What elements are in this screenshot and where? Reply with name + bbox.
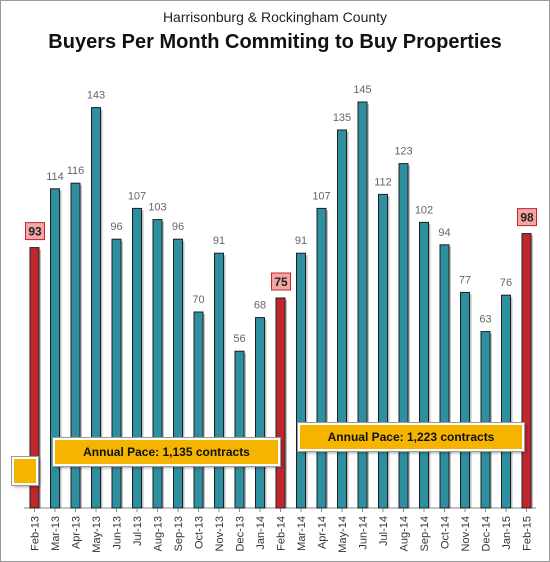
x-tick-label-Jun-14: Jun-14 xyxy=(358,516,370,550)
x-tick-label-Sep-13: Sep-13 xyxy=(173,516,185,551)
value-label-Nov-13: 91 xyxy=(213,235,225,247)
bar-Nov-13 xyxy=(214,252,224,509)
x-tick-label-Aug-13: Aug-13 xyxy=(153,516,165,551)
bar-Jan-15 xyxy=(501,294,511,509)
bar-Feb-15 xyxy=(521,233,532,509)
x-tick-label-Jun-13: Jun-13 xyxy=(112,516,124,550)
x-tick-label-Oct-13: Oct-13 xyxy=(194,516,206,549)
x-tick-label-Oct-14: Oct-14 xyxy=(440,516,452,549)
value-label-Dec-14: 63 xyxy=(479,314,491,326)
value-label-box xyxy=(271,272,291,291)
bar-Oct-13 xyxy=(193,311,204,509)
value-label-Jul-13: 107 xyxy=(128,190,146,202)
value-label-Oct-14: 94 xyxy=(438,227,450,239)
value-label-May-14: 135 xyxy=(333,112,351,124)
bar-Feb-14 xyxy=(275,297,286,509)
value-label-box xyxy=(25,222,45,241)
value-label-Feb-15: 98 xyxy=(520,211,534,225)
x-tick-label-Feb-15: Feb-15 xyxy=(522,516,534,551)
x-tick-label-Sep-14: Sep-14 xyxy=(419,516,431,551)
bar-Nov-14 xyxy=(460,291,470,509)
value-label-Aug-14: 123 xyxy=(394,146,412,158)
x-tick-label-Dec-13: Dec-13 xyxy=(235,516,247,551)
annual-pace-2013: Annual Pace: 1,135 contracts xyxy=(52,437,281,467)
bar-Aug-14 xyxy=(398,163,409,509)
value-label-Mar-14: 91 xyxy=(295,235,307,247)
x-tick-label-Jul-13: Jul-13 xyxy=(132,516,144,546)
x-tick-label-Jan-15: Jan-15 xyxy=(501,516,513,550)
bar-May-14 xyxy=(337,129,347,509)
bar-Sep-14 xyxy=(419,221,429,509)
x-tick-label-May-14: May-14 xyxy=(337,516,349,553)
value-label-Oct-13: 70 xyxy=(192,294,204,306)
x-tick-label-Feb-13: Feb-13 xyxy=(30,516,42,551)
bar-Sep-13 xyxy=(173,238,183,509)
value-label-Dec-13: 56 xyxy=(233,333,245,345)
value-label-Nov-14: 77 xyxy=(459,274,471,286)
value-label-Jan-15: 76 xyxy=(500,277,512,289)
bar-Dec-14 xyxy=(480,331,491,509)
bar-Apr-14 xyxy=(316,207,327,509)
annual-pace-2014: Annual Pace: 1,223 contracts xyxy=(297,422,525,452)
bar-Jul-14 xyxy=(378,193,388,509)
value-label-Feb-13: 93 xyxy=(28,225,42,239)
value-label-Apr-14: 107 xyxy=(312,190,330,202)
x-tick-label-Mar-14: Mar-14 xyxy=(296,516,308,551)
bar-Oct-14 xyxy=(439,244,450,509)
value-label-Jul-14: 112 xyxy=(374,176,392,188)
x-tick-label-Nov-13: Nov-13 xyxy=(214,516,226,551)
x-tick-label-Apr-14: Apr-14 xyxy=(317,516,329,549)
partial-pace-box xyxy=(11,456,39,486)
x-tick-label-Dec-14: Dec-14 xyxy=(481,516,493,551)
value-label-Apr-13: 116 xyxy=(67,165,85,177)
value-label-Aug-13: 103 xyxy=(148,202,166,214)
value-label-Jun-14: 145 xyxy=(353,84,371,96)
value-label-Jan-14: 68 xyxy=(254,300,266,312)
x-tick-label-Aug-14: Aug-14 xyxy=(399,516,411,551)
bar-Jan-14 xyxy=(255,317,265,509)
value-label-May-13: 143 xyxy=(87,90,105,102)
value-label-Sep-13: 96 xyxy=(172,221,184,233)
value-label-Sep-14: 102 xyxy=(415,204,433,216)
value-label-Jun-13: 96 xyxy=(110,221,122,233)
value-label-Mar-13: 114 xyxy=(46,171,64,183)
x-tick-label-Feb-14: Feb-14 xyxy=(276,516,288,551)
chart-subtitle: Harrisonburg & Rockingham County xyxy=(162,9,388,25)
bar-Jun-13 xyxy=(111,238,122,509)
x-tick-label-Mar-13: Mar-13 xyxy=(50,516,62,551)
x-tick-label-Apr-13: Apr-13 xyxy=(71,516,83,549)
x-tick-label-May-13: May-13 xyxy=(91,516,103,553)
value-label-box xyxy=(517,208,537,227)
bar-Mar-14 xyxy=(296,252,306,509)
value-label-Feb-14: 75 xyxy=(274,275,288,289)
bar-Dec-13 xyxy=(234,350,245,509)
chart-title: Buyers Per Month Commiting to Buy Proper… xyxy=(48,31,502,53)
x-tick-label-Jan-14: Jan-14 xyxy=(255,516,267,550)
x-tick-label-Nov-14: Nov-14 xyxy=(460,516,472,551)
x-tick-label-Jul-14: Jul-14 xyxy=(378,516,390,546)
